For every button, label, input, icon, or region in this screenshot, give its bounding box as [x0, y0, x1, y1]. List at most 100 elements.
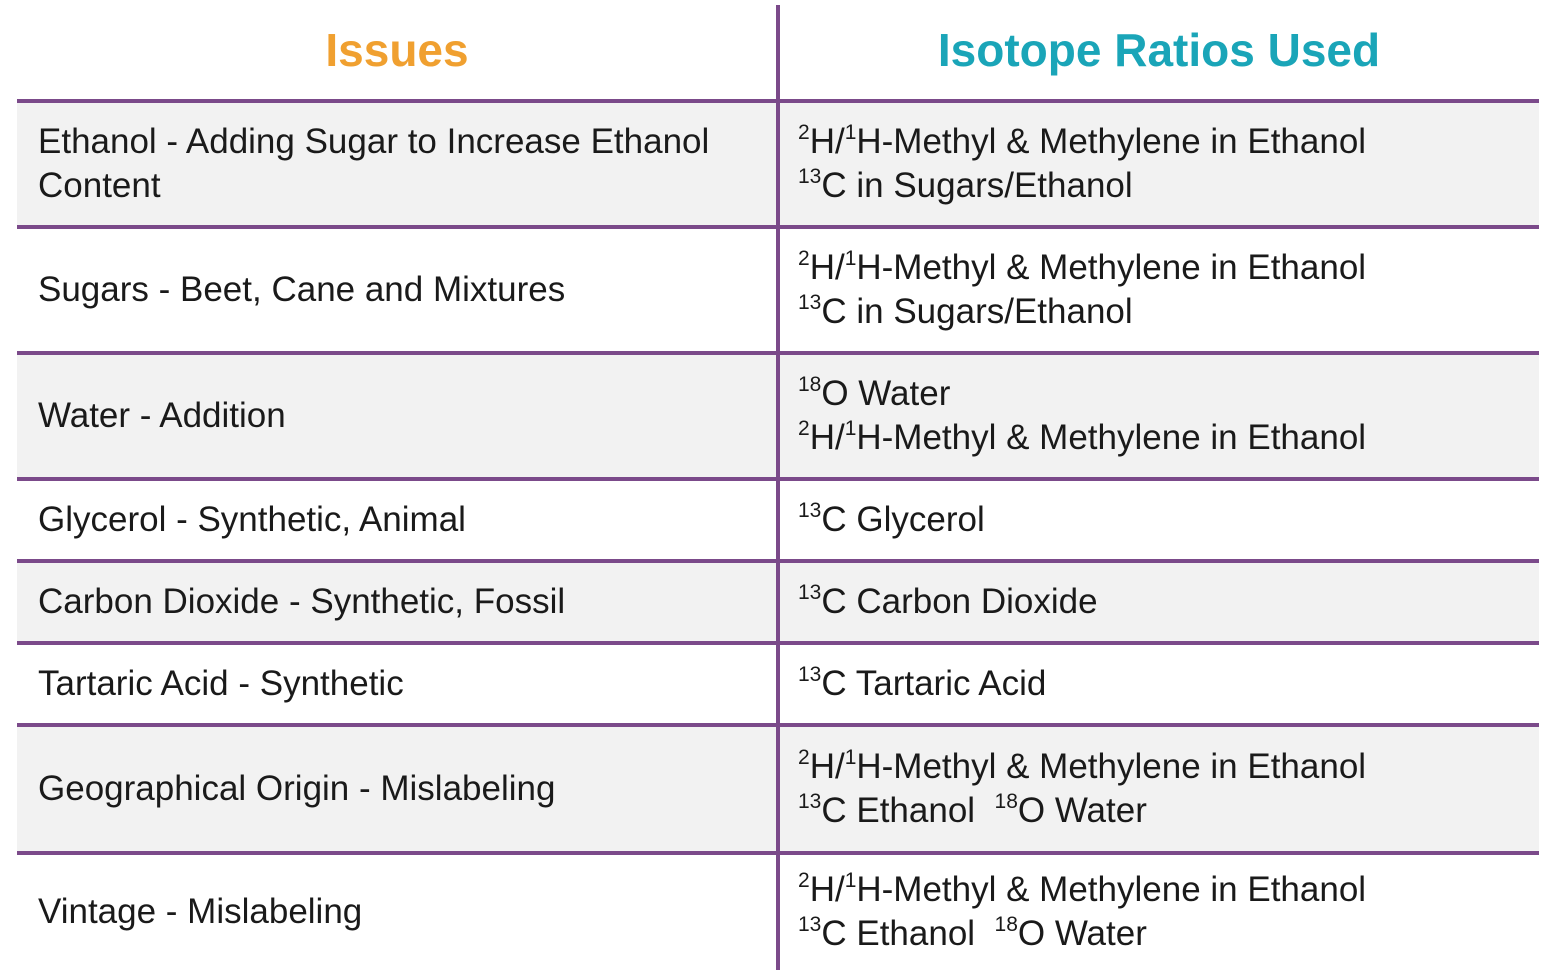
isotope-ratio-cell: 13C Glycerol: [777, 479, 1539, 561]
isotope-ratio-line: 13C Carbon Dioxide: [798, 580, 1539, 624]
isotope-label: H/: [809, 122, 845, 161]
isotope-ratio-line: 13C in Sugars/Ethanol: [798, 290, 1539, 334]
isotope-label: C Tartaric Acid: [821, 664, 1047, 703]
isotope-label: H-Methyl & Methylene in Ethanol: [856, 122, 1367, 161]
isotope-label: H-Methyl & Methylene in Ethanol: [856, 747, 1367, 786]
isotope-mass-number: 13: [798, 499, 822, 522]
isotope-mass-number: 13: [798, 291, 822, 314]
isotope-label: H-Methyl & Methylene in Ethanol: [856, 248, 1367, 287]
isotope-ratio-cell: 18O Water 2H/1H-Methyl & Methylene in Eth…: [777, 353, 1539, 479]
isotope-ratio-line: 13C in Sugars/Ethanol: [798, 164, 1539, 208]
isotope-mass-number: 2: [798, 417, 810, 440]
isotope-mass-number: 13: [798, 581, 822, 604]
issue-cell: Tartaric Acid - Synthetic: [17, 643, 777, 725]
isotope-segment: 1H-Methyl & Methylene in Ethanol: [845, 122, 1366, 161]
isotope-mass-number: 13: [798, 912, 822, 936]
isotope-segment: 18O Water: [798, 374, 950, 413]
isotope-label: H/: [809, 248, 845, 287]
isotope-segment: 2H/: [798, 418, 845, 457]
isotope-segment: 2H/: [798, 870, 845, 909]
column-divider: [776, 5, 780, 970]
isotope-ratio-cell: 13C Tartaric Acid: [777, 643, 1539, 725]
issue-cell: Sugars - Beet, Cane and Mixtures: [17, 227, 777, 353]
isotope-mass-number: 2: [798, 868, 810, 892]
isotope-mass-number: 2: [798, 746, 810, 769]
isotope-segment: 13C in Sugars/Ethanol: [798, 292, 1133, 331]
isotope-label: H/: [809, 747, 845, 786]
isotope-label: H/: [809, 869, 845, 909]
isotope-ratio-line: 13C Tartaric Acid: [798, 662, 1539, 706]
isotope-label: H/: [809, 418, 845, 457]
isotope-ratio-line: 2H/1H-Methyl & Methylene in Ethanol: [798, 120, 1539, 164]
isotope-segment: 13C in Sugars/Ethanol: [798, 166, 1133, 205]
isotope-segment: 1H-Methyl & Methylene in Ethanol: [845, 870, 1366, 909]
issues-header: Issues: [325, 24, 469, 76]
isotope-mass-number: 2: [798, 247, 810, 270]
isotope-label: C Glycerol: [821, 500, 985, 539]
isotope-segment: 2H/: [798, 747, 845, 786]
issue-text: Geographical Origin - Mislabeling: [38, 769, 556, 808]
issue-text: Vintage - Mislabeling: [38, 891, 363, 931]
isotope-ratio-line: 13C Ethanol 18O Water: [798, 912, 1539, 956]
isotope-segment: 2H/: [798, 248, 845, 287]
isotope-ratio-cell: 2H/1H-Methyl & Methylene in Ethanol 13C i…: [777, 101, 1539, 227]
issue-text: Tartaric Acid - Synthetic: [38, 664, 404, 703]
issue-text: Glycerol - Synthetic, Animal: [38, 500, 466, 539]
issue-cell: Ethanol - Adding Sugar to Increase Ethan…: [17, 101, 777, 227]
isotope-segment: 1H-Methyl & Methylene in Ethanol: [845, 747, 1366, 786]
isotope-ratio-line: 13C Glycerol: [798, 498, 1539, 542]
isotope-label: H-Methyl & Methylene in Ethanol: [856, 869, 1367, 909]
isotope-segment: 1H-Methyl & Methylene in Ethanol: [845, 418, 1366, 457]
isotope-segment: 13C Carbon Dioxide: [798, 582, 1098, 621]
isotope-mass-number: 18: [994, 790, 1018, 813]
isotope-label: C Ethanol: [821, 791, 995, 830]
issue-cell: Water - Addition: [17, 353, 777, 479]
isotope-mass-number: 13: [798, 663, 822, 686]
isotope-ratio-line: 2H/1H-Methyl & Methylene in Ethanol: [798, 868, 1539, 912]
isotope-label: C in Sugars/Ethanol: [821, 292, 1133, 331]
isotope-segment: 2H/: [798, 122, 845, 161]
isotope-ratio-line: 2H/1H-Methyl & Methylene in Ethanol: [798, 745, 1539, 789]
issue-text: Sugars - Beet, Cane and Mixtures: [38, 270, 566, 309]
isotope-mass-number: 13: [798, 790, 822, 813]
issue-cell: Geographical Origin - Mislabeling: [17, 725, 777, 853]
issue-cell: Carbon Dioxide - Synthetic, Fossil: [17, 561, 777, 643]
isotope-table: Issues Isotope Ratios Used Ethanol - Add…: [17, 0, 1539, 970]
isotope-ratio-line: 2H/1H-Methyl & Methylene in Ethanol: [798, 416, 1539, 460]
isotope-mass-number: 1: [844, 868, 857, 892]
isotope-segment: 18O Water: [995, 791, 1147, 830]
issue-cell: Glycerol - Synthetic, Animal: [17, 479, 777, 561]
isotope-ratio-line: 18O Water: [798, 372, 1539, 416]
isotope-ratio-cell: 2H/1H-Methyl & Methylene in Ethanol 13C i…: [777, 227, 1539, 353]
isotope-mass-number: 1: [844, 121, 857, 144]
isotope-ratio-line: 13C Ethanol 18O Water: [798, 789, 1539, 833]
isotope-segment: 18O Water: [995, 914, 1147, 953]
isotope-label: C in Sugars/Ethanol: [821, 166, 1133, 205]
isotope-ratio-line: 2H/1H-Methyl & Methylene in Ethanol: [798, 246, 1539, 290]
issue-text: Water - Addition: [38, 396, 286, 435]
issue-cell: Vintage - Mislabeling: [17, 853, 777, 970]
isotope-ratio-cell: 13C Carbon Dioxide: [777, 561, 1539, 643]
isotope-mass-number: 1: [844, 247, 857, 270]
isotope-segment: 13C Ethanol: [798, 791, 995, 830]
issue-text: Carbon Dioxide - Synthetic, Fossil: [38, 582, 566, 621]
isotope-ratio-cell: 2H/1H-Methyl & Methylene in Ethanol 13C E…: [777, 853, 1539, 970]
isotope-ratio-cell: 2H/1H-Methyl & Methylene in Ethanol 13C E…: [777, 725, 1539, 853]
isotope-segment: 13C Glycerol: [798, 500, 985, 539]
isotope-ratios-header: Isotope Ratios Used: [937, 24, 1381, 76]
isotope-label: H-Methyl & Methylene in Ethanol: [856, 418, 1367, 457]
isotope-mass-number: 13: [798, 165, 822, 188]
isotope-label: C Carbon Dioxide: [821, 582, 1098, 621]
isotope-label: O Water: [1017, 913, 1147, 953]
isotope-label: C Ethanol: [821, 913, 995, 953]
isotope-segment: 13C Tartaric Acid: [798, 664, 1046, 703]
isotope-mass-number: 18: [994, 912, 1018, 936]
isotope-segment: 13C Ethanol: [798, 914, 995, 953]
isotope-label: O Water: [1017, 791, 1147, 830]
isotope-mass-number: 2: [798, 121, 810, 144]
isotope-segment: 1H-Methyl & Methylene in Ethanol: [845, 248, 1366, 287]
isotope-mass-number: 18: [798, 373, 822, 396]
isotope-mass-number: 1: [844, 417, 857, 440]
isotope-mass-number: 1: [844, 746, 857, 769]
issue-text: Ethanol - Adding Sugar to Increase Ethan…: [38, 122, 710, 205]
